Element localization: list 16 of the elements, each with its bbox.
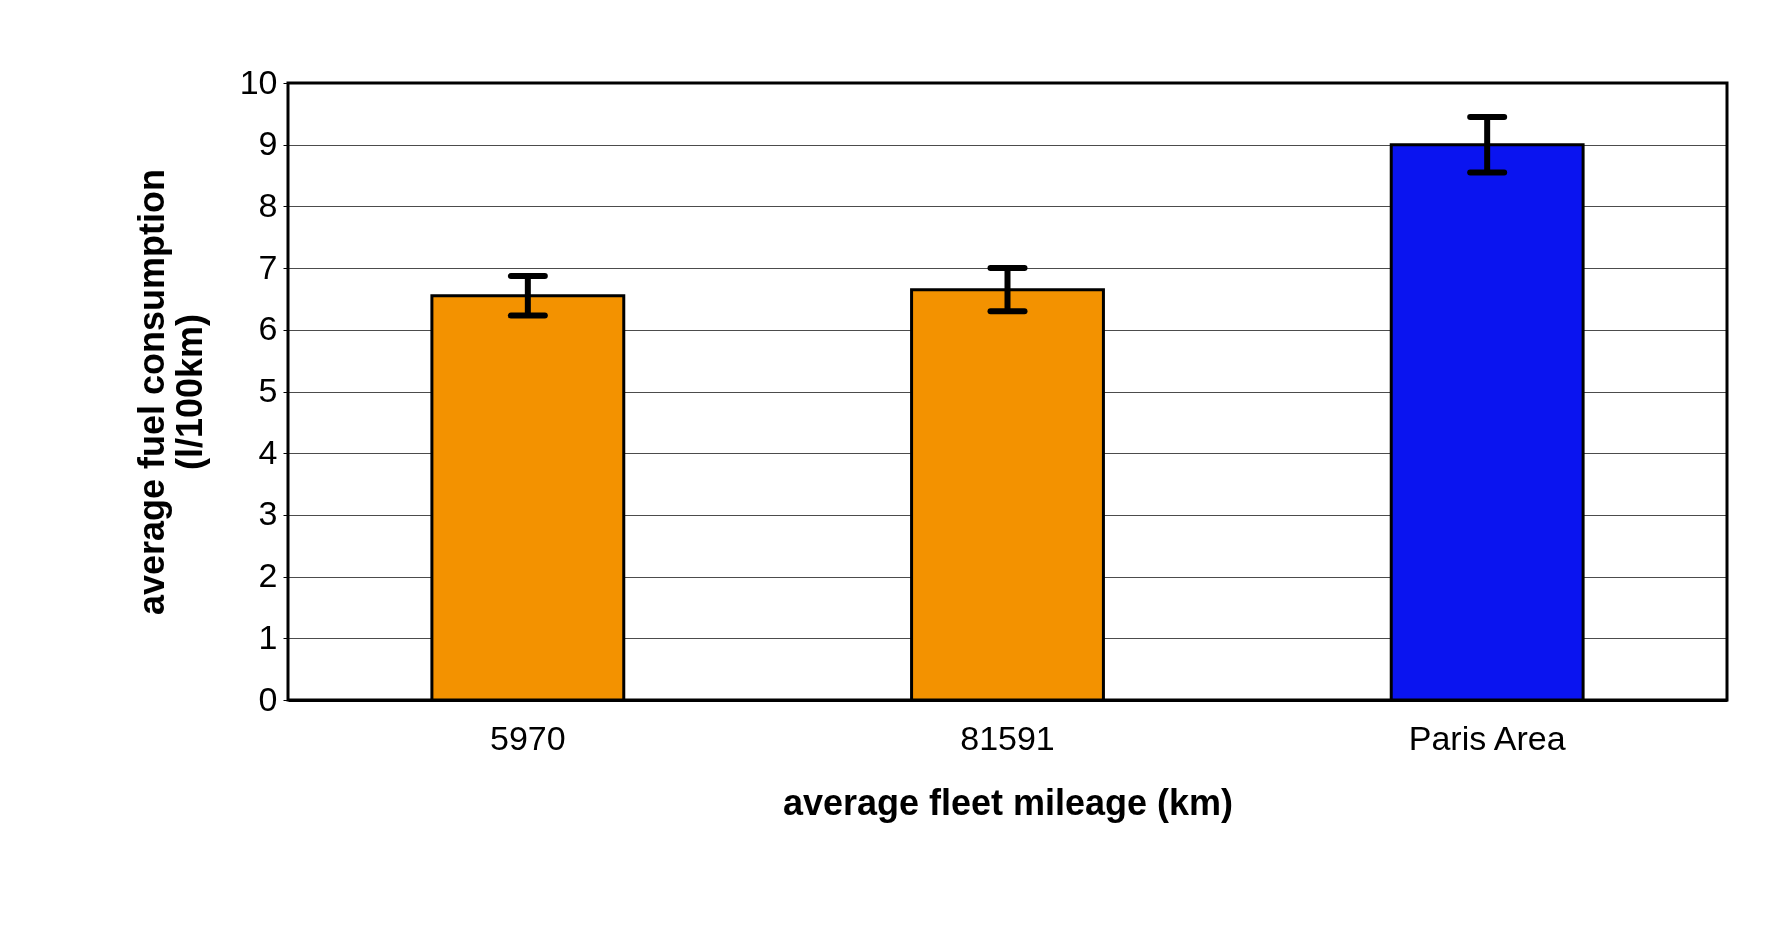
y-tick-label: 10 bbox=[239, 62, 278, 101]
y-axis-title: average fuel consumption (l/100km) bbox=[130, 168, 210, 616]
y-tick-label: 8 bbox=[258, 185, 278, 224]
y-tick-label: 3 bbox=[258, 494, 278, 533]
y-tick-label: 6 bbox=[258, 309, 278, 348]
y-tick-label: 9 bbox=[258, 124, 278, 163]
y-tick-label: 1 bbox=[258, 617, 278, 656]
x-tick-label: 5970 bbox=[490, 718, 566, 757]
x-axis-title: average fleet mileage (km) bbox=[782, 781, 1234, 823]
y-tick-label: 4 bbox=[258, 432, 278, 471]
y-tick-label: 2 bbox=[258, 556, 278, 595]
y-tick-label: 0 bbox=[258, 679, 278, 718]
y-tick-label: 5 bbox=[258, 371, 278, 409]
x-tick-label: 81591 bbox=[960, 718, 1055, 757]
y-tick-label: 7 bbox=[258, 247, 278, 286]
x-tick-label: Paris Area bbox=[1408, 718, 1566, 757]
